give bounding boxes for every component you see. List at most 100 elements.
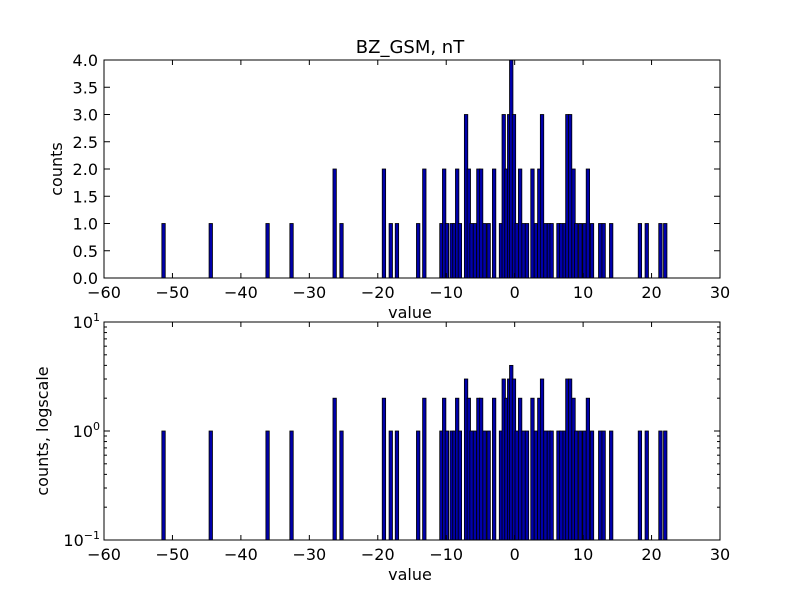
xtick-label-0-1: −50 xyxy=(156,283,190,302)
bar-1-7 xyxy=(388,430,393,541)
bar-0-38 xyxy=(533,223,538,279)
bar-1-24 xyxy=(482,430,487,541)
xtick-label-0-8: 20 xyxy=(641,283,661,302)
bar-0-0 xyxy=(161,223,166,279)
bar-0-41 xyxy=(543,223,548,279)
log-ticks: −60 −50 −40 −30 −20 −10 0 10 20 30 10−1 100 101 xyxy=(63,311,730,564)
bar-1-26 xyxy=(492,397,497,541)
bar-1-4 xyxy=(332,397,337,541)
bar-0-9 xyxy=(416,223,421,279)
xtick-label-0-5: −10 xyxy=(429,283,463,302)
bar-0-43 xyxy=(549,223,554,279)
xtick-label-1-3: −30 xyxy=(292,545,326,564)
bar-1-53 xyxy=(585,397,591,541)
ytick-label-1-1: 100 xyxy=(73,420,100,441)
bar-1-20 xyxy=(469,430,474,541)
bar-0-53 xyxy=(585,168,591,279)
linear-ticks: −60 −50 −40 −30 −20 −10 0 10 20 30 0.0 0.5 1.0 1.5 2.0… xyxy=(73,51,731,302)
bar-1-1 xyxy=(208,430,213,541)
ytick-label-0-4: 2.0 xyxy=(73,160,98,179)
bar-1-61 xyxy=(663,430,668,541)
bar-1-0 xyxy=(161,430,166,541)
bar-1-51 xyxy=(578,430,583,541)
linear-xlabel: value xyxy=(388,303,432,322)
bar-0-33 xyxy=(514,223,519,279)
xtick-label-1-8: 20 xyxy=(641,545,661,564)
log-ylabel: counts, logscale xyxy=(33,366,52,495)
bar-0-58 xyxy=(637,223,643,279)
bar-1-36 xyxy=(524,430,530,541)
bar-1-37 xyxy=(530,397,535,541)
bar-0-34 xyxy=(518,168,523,279)
bar-0-26 xyxy=(492,168,497,279)
bar-0-24 xyxy=(482,223,487,279)
ytick-label-0-6: 3.0 xyxy=(73,106,98,125)
bar-1-34 xyxy=(518,397,523,541)
xtick-label-0-3: −30 xyxy=(292,283,326,302)
xtick-label-0-2: −40 xyxy=(224,283,258,302)
ytick-label-1-2: 101 xyxy=(73,311,100,332)
ytick-label-0-1: 0.5 xyxy=(73,242,98,261)
bar-0-20 xyxy=(469,223,474,279)
bar-0-35 xyxy=(521,223,526,279)
ytick-label-0-3: 1.5 xyxy=(73,187,98,206)
bar-0-61 xyxy=(663,223,668,279)
bar-1-60 xyxy=(658,430,663,541)
bar-1-10 xyxy=(422,397,427,541)
bar-0-21 xyxy=(472,223,478,279)
bar-1-9 xyxy=(416,430,421,541)
ytick-label-1-0: 10−1 xyxy=(63,529,100,550)
linear-histogram-panel: −60 −50 −40 −30 −20 −10 0 10 20 30 0.0 0.5 1.0 1.5 2.0… xyxy=(47,51,730,322)
xtick-label-0-9: 30 xyxy=(710,283,730,302)
bar-1-6 xyxy=(381,397,387,541)
ytick-label-0-8: 4.0 xyxy=(73,51,98,70)
bar-0-17 xyxy=(457,223,463,279)
bar-0-2 xyxy=(265,223,270,279)
bar-1-43 xyxy=(549,430,554,541)
bar-1-55 xyxy=(598,430,603,541)
bar-0-23 xyxy=(479,168,484,279)
bar-1-3 xyxy=(289,430,294,541)
bar-0-37 xyxy=(530,168,535,279)
xtick-label-1-1: −50 xyxy=(156,545,190,564)
bar-0-55 xyxy=(598,223,603,279)
xtick-label-1-7: 10 xyxy=(573,545,593,564)
bar-0-48 xyxy=(568,114,573,279)
bar-0-10 xyxy=(422,168,427,279)
ytick-label-0-7: 3.5 xyxy=(73,78,98,97)
bar-1-48 xyxy=(568,378,573,541)
bar-1-57 xyxy=(609,430,614,541)
bar-0-13 xyxy=(444,223,450,279)
bar-1-35 xyxy=(521,430,526,541)
xtick-label-1-4: −20 xyxy=(361,545,395,564)
bar-0-56 xyxy=(601,223,606,279)
bar-0-4 xyxy=(332,168,337,279)
bar-0-59 xyxy=(644,223,649,279)
bar-1-23 xyxy=(479,397,484,541)
bar-0-36 xyxy=(524,223,530,279)
bar-1-52 xyxy=(582,430,587,541)
bar-0-7 xyxy=(388,223,393,279)
xtick-label-0-6: 0 xyxy=(510,283,520,302)
bar-1-58 xyxy=(637,430,643,541)
bar-0-52 xyxy=(582,223,587,279)
xtick-label-0-4: −20 xyxy=(361,283,395,302)
xtick-label-1-9: 30 xyxy=(710,545,730,564)
xtick-label-0-7: 10 xyxy=(573,283,593,302)
bar-1-59 xyxy=(644,430,649,541)
bar-1-50 xyxy=(574,430,579,541)
bar-0-5 xyxy=(339,223,344,279)
figure-title: BZ_GSM, nT xyxy=(356,37,465,58)
bar-0-40 xyxy=(539,114,545,279)
bar-1-56 xyxy=(601,430,606,541)
bar-1-5 xyxy=(339,430,344,541)
xtick-label-1-6: 0 xyxy=(510,545,520,564)
bar-0-45 xyxy=(559,223,564,279)
bar-0-50 xyxy=(574,223,579,279)
bar-1-38 xyxy=(533,430,538,541)
bar-0-1 xyxy=(208,223,213,279)
bar-1-21 xyxy=(472,430,478,541)
xtick-label-0-0: −60 xyxy=(87,283,121,302)
bar-1-41 xyxy=(543,430,548,541)
